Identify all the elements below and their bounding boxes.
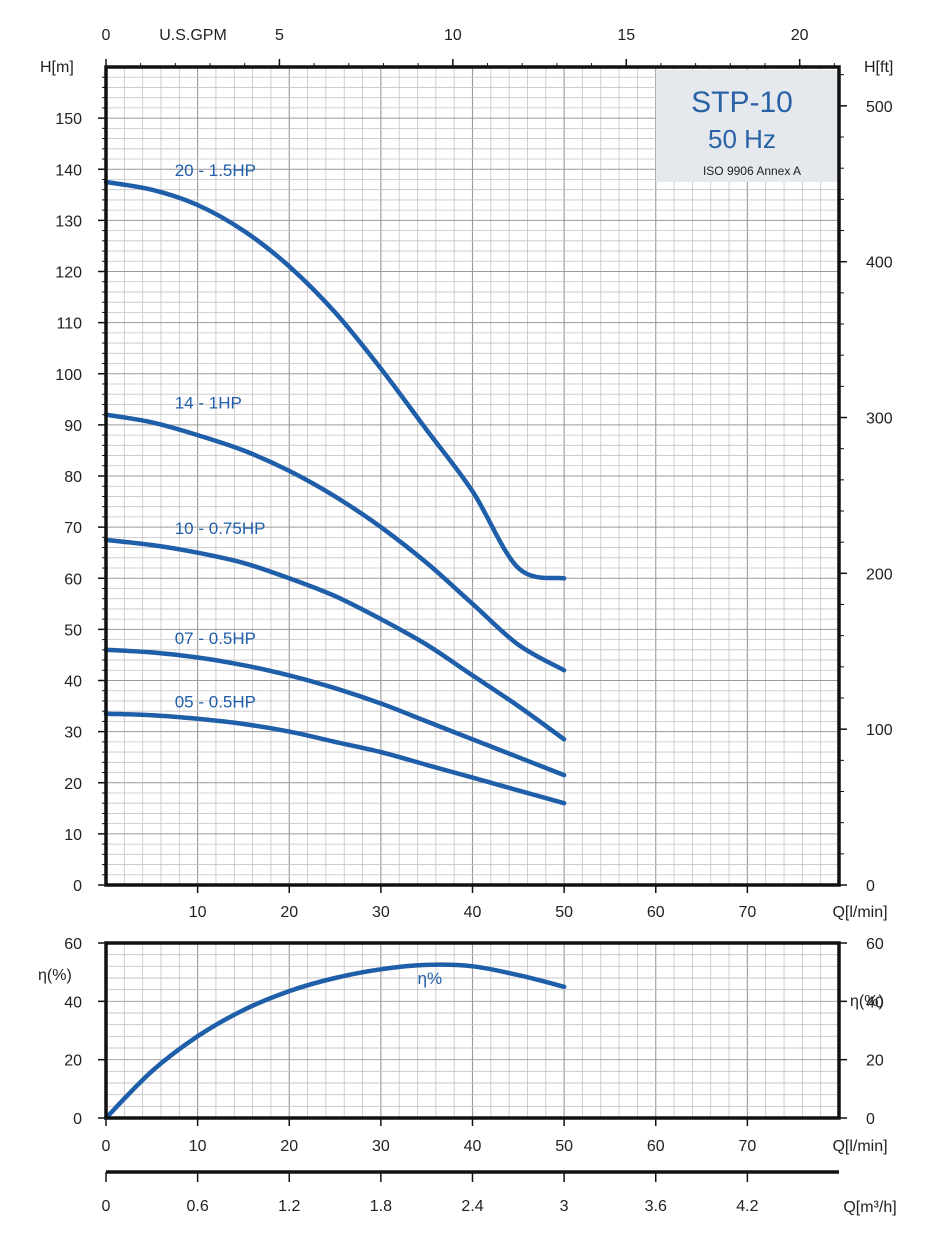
eff-y-axis-label-left: η(%) bbox=[38, 967, 72, 984]
eff-y-tick-label: 20 bbox=[64, 1053, 82, 1070]
head-x-tick-label: 50 bbox=[555, 904, 573, 921]
eff-x-tick-label: 0 bbox=[102, 1138, 111, 1155]
eff-x-tick-label: 70 bbox=[738, 1138, 756, 1155]
x-axis-label-top: U.S.GPM bbox=[159, 27, 227, 44]
head-x-tick-label: 70 bbox=[738, 904, 756, 921]
head-x-tick-label: 60 bbox=[647, 904, 665, 921]
eff-x-tick-label: 20 bbox=[280, 1138, 298, 1155]
efficiency-tick-labels: 0 0 20 20 40 40 60 60 0 10 20 30 40 50 60 70 bbox=[64, 936, 884, 1155]
eff-x-tick-label: 40 bbox=[464, 1138, 482, 1155]
head-y-tick-label: 140 bbox=[55, 162, 82, 179]
efficiency-chart-frame bbox=[104, 941, 841, 1120]
head-y-tick-label: 120 bbox=[55, 265, 82, 282]
head-right-tick-label: 300 bbox=[866, 411, 893, 428]
flow-m3h-axis-label: Q[m³/h] bbox=[843, 1199, 896, 1216]
y-axis-label-right: H[ft] bbox=[864, 59, 893, 76]
head-y-tick-label: 0 bbox=[73, 878, 82, 895]
eff-y-tick-label: 60 bbox=[64, 936, 82, 953]
head-y-tick-label: 110 bbox=[56, 316, 82, 333]
efficiency-curve-0 bbox=[103, 962, 567, 1121]
chart-subtitle: 50 Hz bbox=[708, 124, 776, 154]
head-top-tick-label: 15 bbox=[617, 27, 635, 44]
eff-y-tick-label-right: 20 bbox=[866, 1053, 884, 1070]
head-y-tick-label: 40 bbox=[64, 674, 82, 691]
eff-x-axis-label: Q[l/min] bbox=[832, 1138, 887, 1155]
title-box bbox=[656, 70, 839, 182]
efficiency-curves: η% bbox=[103, 962, 567, 1121]
flow-m3h-axis: 0 0.6 1.2 1.8 2.4 3 3.6 4.2 Q[m³/h] bbox=[102, 1170, 897, 1216]
head-curve-1 bbox=[103, 412, 567, 673]
flow-m3h-tick-labels: 0 0.6 1.2 1.8 2.4 3 3.6 4.2 bbox=[102, 1172, 759, 1215]
head-curve-0 bbox=[103, 179, 567, 581]
head-top-tick-label: 20 bbox=[791, 27, 809, 44]
eff-x-tick-label: 60 bbox=[647, 1138, 665, 1155]
head-curve-label-4: 05 - 0.5HP bbox=[175, 693, 256, 712]
flow-m3h-tick-label: 4.2 bbox=[736, 1198, 758, 1215]
head-right-tick-label: 400 bbox=[866, 255, 893, 272]
head-chart: STP-10 50 Hz ISO 9906 Annex A 20 - 1.5HP… bbox=[40, 27, 893, 921]
head-right-tick-label: 200 bbox=[866, 566, 893, 583]
x-axis-label-bottom: Q[l/min] bbox=[832, 904, 887, 921]
flow-m3h-tick-label: 1.8 bbox=[370, 1198, 392, 1215]
head-x-tick-label: 30 bbox=[372, 904, 390, 921]
head-y-tick-label: 30 bbox=[64, 725, 82, 742]
head-curve-2 bbox=[103, 537, 567, 742]
eff-y-tick-label: 0 bbox=[73, 1111, 82, 1128]
head-tick-marks bbox=[98, 59, 847, 893]
eff-y-tick-label-right: 60 bbox=[866, 936, 884, 953]
head-top-tick-label: 10 bbox=[444, 27, 462, 44]
y-axis-label-left: H[m] bbox=[40, 59, 74, 76]
head-x-tick-label: 40 bbox=[464, 904, 482, 921]
head-curve-label-3: 07 - 0.5HP bbox=[175, 629, 256, 648]
head-y-tick-label: 100 bbox=[55, 367, 82, 384]
head-x-tick-label: 20 bbox=[280, 904, 298, 921]
efficiency-grid bbox=[106, 943, 839, 1118]
eff-x-tick-label: 30 bbox=[372, 1138, 390, 1155]
head-curve-3 bbox=[103, 647, 567, 778]
head-y-tick-label: 60 bbox=[64, 571, 82, 588]
head-grid bbox=[106, 67, 839, 885]
head-y-tick-label: 90 bbox=[64, 418, 82, 435]
head-y-tick-label: 20 bbox=[64, 776, 82, 793]
efficiency-curve-label-0: η% bbox=[418, 969, 443, 988]
head-right-tick-label: 500 bbox=[866, 99, 893, 116]
flow-m3h-tick-label: 2.4 bbox=[461, 1198, 483, 1215]
eff-y-axis-label-right: η(%) bbox=[850, 993, 884, 1010]
flow-m3h-tick-label: 3 bbox=[560, 1198, 569, 1215]
flow-m3h-tick-label: 3.6 bbox=[645, 1198, 667, 1215]
head-x-tick-label: 10 bbox=[189, 904, 207, 921]
head-curve-label-1: 14 - 1HP bbox=[175, 394, 242, 413]
head-top-tick-label: 5 bbox=[275, 27, 284, 44]
chart-title: STP-10 bbox=[691, 86, 793, 119]
flow-m3h-tick-label: 1.2 bbox=[278, 1198, 300, 1215]
eff-x-tick-label: 50 bbox=[555, 1138, 573, 1155]
eff-y-tick-label-right: 40 bbox=[866, 994, 884, 1011]
head-curves: 20 - 1.5HP 14 - 1HP 10 - 0.75HP 07 - 0.5HP 0… bbox=[103, 161, 567, 806]
head-curve-4 bbox=[103, 711, 567, 806]
head-y-tick-label: 150 bbox=[55, 111, 82, 128]
head-curve-label-2: 10 - 0.75HP bbox=[175, 519, 266, 538]
eff-y-tick-label: 40 bbox=[64, 994, 82, 1011]
eff-y-tick-label-right: 0 bbox=[866, 1111, 875, 1128]
head-y-tick-label: 80 bbox=[64, 469, 82, 486]
head-y-tick-label: 70 bbox=[64, 520, 82, 537]
eff-x-tick-label: 10 bbox=[189, 1138, 207, 1155]
head-chart-frame bbox=[104, 65, 841, 887]
head-y-tick-label: 50 bbox=[64, 622, 82, 639]
head-right-tick-label: 0 bbox=[866, 878, 875, 895]
efficiency-chart: η% 0 0 20 20 40 40 60 60 0 10 20 30 40 50 60 70 η(%) η(… bbox=[38, 936, 888, 1155]
head-right-tick-label: 100 bbox=[866, 722, 893, 739]
flow-m3h-tick-label: 0.6 bbox=[187, 1198, 209, 1215]
head-top-tick-label: 0 bbox=[102, 27, 111, 44]
head-curve-label-0: 20 - 1.5HP bbox=[175, 161, 256, 180]
flow-m3h-tick-label: 0 bbox=[102, 1198, 111, 1215]
chart-standard-note: ISO 9906 Annex A bbox=[703, 164, 801, 178]
head-y-tick-label: 10 bbox=[64, 827, 82, 844]
head-y-tick-label: 130 bbox=[55, 213, 82, 230]
